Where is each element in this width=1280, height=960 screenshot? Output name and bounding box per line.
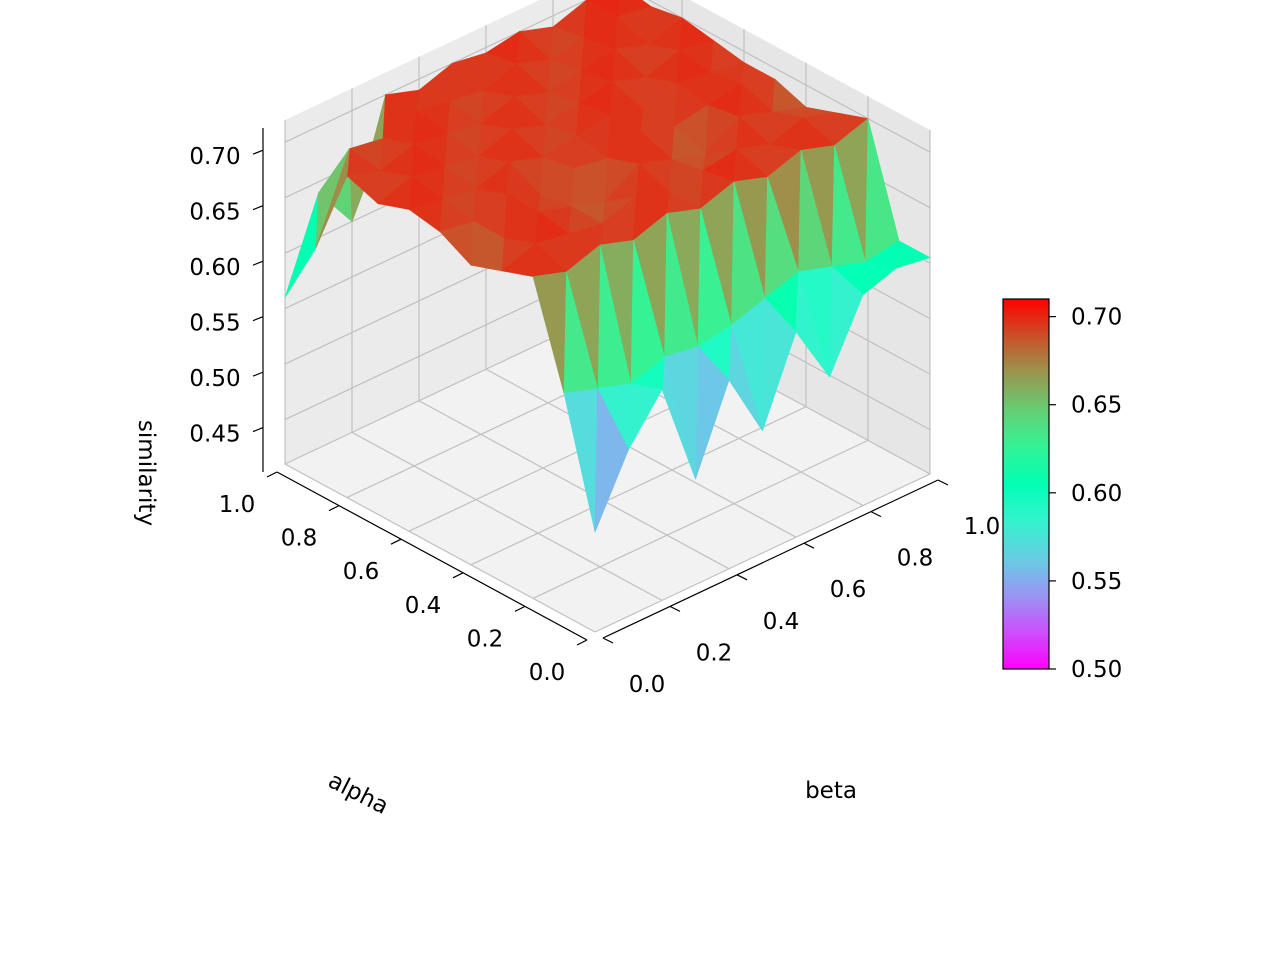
- similarity-tick-label: 0.45: [189, 422, 240, 448]
- alpha-tick-mark: [328, 505, 340, 512]
- similarity-tick-label: 0.55: [189, 311, 240, 337]
- similarity-tick-label: 0.65: [189, 200, 240, 226]
- similarity-ticks: 0.45 0.50 0.55 0.60 0.65 0.70: [189, 144, 264, 448]
- colorbar-tick-label: 0.60: [1071, 481, 1122, 507]
- alpha-tick-label: 0.4: [405, 593, 442, 619]
- beta-tick-mark: [937, 479, 949, 486]
- alpha-tick-mark: [266, 471, 278, 478]
- alpha-tick-label: 0.8: [281, 526, 318, 552]
- beta-tick-label: 0.2: [696, 640, 733, 666]
- colorbar-tick-label: 0.70: [1071, 305, 1122, 331]
- beta-axis-label: beta: [805, 778, 857, 804]
- alpha-tick-mark: [576, 639, 588, 646]
- surface-facet: [594, 388, 629, 533]
- alpha-tick-label: 0.2: [467, 626, 504, 652]
- colorbar-gradient: [1002, 298, 1050, 670]
- beta-tick-mark: [803, 542, 815, 549]
- beta-tick-label: 1.0: [964, 514, 1001, 540]
- alpha-tick-label: 1.0: [219, 492, 256, 518]
- similarity-tick-mark: [252, 205, 264, 211]
- colorbar-tick-label: 0.65: [1071, 393, 1122, 419]
- alpha-tick-mark: [452, 572, 464, 579]
- alpha-tick-mark: [390, 538, 402, 545]
- similarity-tick-mark: [252, 260, 264, 266]
- colorbar-tick-label: 0.55: [1071, 569, 1122, 595]
- surface-facet: [795, 271, 830, 378]
- beta-tick-mark: [602, 637, 614, 644]
- surface-facet: [862, 261, 898, 296]
- beta-axis-line: [602, 479, 939, 639]
- alpha-tick-label: 0.0: [529, 660, 566, 686]
- colorbar: 0.50 0.55 0.60 0.65 0.70: [1002, 298, 1122, 683]
- surface-facet: [628, 383, 663, 450]
- similarity-tick-label: 0.60: [189, 255, 240, 281]
- surface-facet: [377, 176, 412, 210]
- beta-tick-mark: [669, 605, 681, 612]
- similarity-tick-label: 0.50: [189, 366, 240, 392]
- beta-tick-label: 0.4: [763, 609, 800, 635]
- surface-plot: [284, 0, 931, 533]
- beta-tick-label: 0.0: [629, 672, 666, 698]
- grid-line-beta: [284, 120, 596, 633]
- surface-facet: [315, 148, 350, 248]
- alpha-tick-mark: [514, 605, 526, 612]
- colorbar-ticks: 0.50 0.55 0.60 0.65 0.70: [1049, 305, 1122, 683]
- similarity-tick-mark: [252, 149, 264, 155]
- beta-tick-mark: [870, 511, 882, 518]
- beta-tick-mark: [736, 574, 748, 581]
- axis-lines: [262, 128, 939, 641]
- similarity-tick-label: 0.70: [189, 144, 240, 170]
- alpha-ticks: 0.0 0.2 0.4 0.6 0.8 1.0: [219, 471, 588, 686]
- similarity-tick-mark: [252, 316, 264, 322]
- surface-facet: [762, 297, 797, 431]
- similarity-tick-mark: [252, 371, 264, 377]
- similarity-axis-label: similarity: [133, 420, 159, 526]
- grid-line-similarity: [284, 0, 931, 153]
- beta-tick-label: 0.6: [830, 577, 867, 603]
- beta-ticks: 0.0 0.2 0.4 0.6 0.8 1.0: [602, 479, 1001, 698]
- colorbar-tick-label: 0.50: [1071, 657, 1122, 683]
- alpha-axis-line: [276, 471, 588, 641]
- alpha-axis-label: alpha: [324, 768, 393, 820]
- surface-facet: [829, 266, 864, 378]
- similarity-tick-mark: [252, 427, 264, 433]
- alpha-tick-label: 0.6: [343, 559, 380, 585]
- surface-facet: [896, 240, 931, 269]
- surface-facet: [728, 325, 763, 432]
- beta-tick-label: 0.8: [897, 546, 934, 572]
